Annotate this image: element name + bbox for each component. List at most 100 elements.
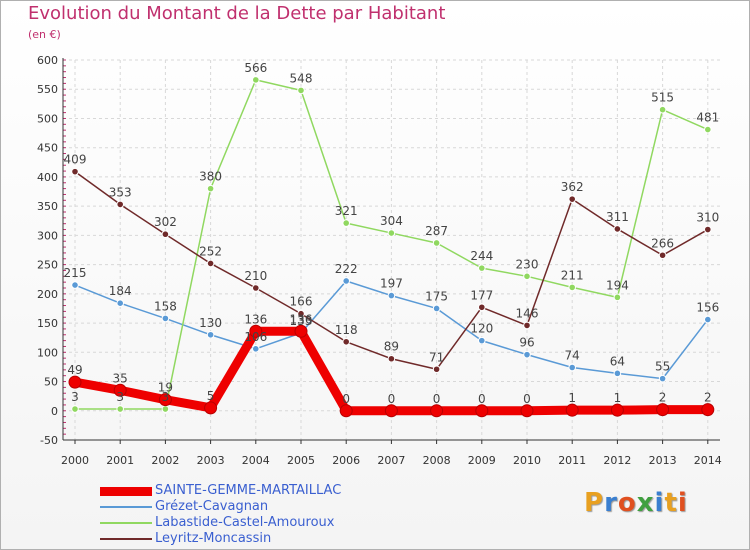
data-label: 222 [335, 262, 358, 276]
x-tick-label: 2000 [61, 454, 89, 467]
y-tick-label: 600 [37, 54, 58, 67]
series-2 [71, 76, 712, 413]
data-point [252, 345, 260, 353]
data-label: 130 [199, 316, 222, 330]
data-point [206, 330, 215, 339]
data-label: 321 [335, 204, 358, 218]
data-label: 89 [384, 340, 399, 354]
data-point [610, 403, 624, 417]
data-label: 156 [696, 301, 719, 315]
data-label: 184 [109, 284, 132, 298]
data-point [656, 403, 670, 417]
data-point [252, 284, 260, 292]
data-point [704, 225, 712, 234]
data-point [432, 239, 441, 247]
data-label: 118 [335, 323, 358, 337]
data-point [249, 324, 263, 338]
x-tick-label: 2014 [694, 454, 722, 467]
data-label: 481 [696, 111, 719, 125]
data-label: 310 [696, 211, 719, 225]
x-tick-label: 2002 [151, 454, 179, 467]
data-point [161, 314, 170, 323]
y-tick-label: 300 [37, 229, 58, 242]
data-label: 380 [199, 170, 222, 184]
logo-letter: P [584, 488, 605, 518]
x-tick-label: 2003 [197, 454, 225, 467]
y-tick-label: 250 [37, 259, 58, 272]
data-point [475, 404, 489, 418]
data-point [523, 350, 531, 359]
data-point [568, 195, 577, 203]
x-tick-label: 2001 [106, 454, 134, 467]
y-tick-label: 0 [51, 405, 58, 418]
x-tick-label: 2009 [468, 454, 496, 467]
data-label: 197 [380, 277, 403, 291]
data-label: 64 [610, 354, 625, 368]
series-layer [68, 76, 715, 418]
data-label: 302 [154, 215, 177, 229]
data-label: 0 [433, 392, 441, 406]
data-point [478, 303, 486, 312]
logo-letter: t [664, 488, 678, 518]
data-label: 362 [561, 180, 584, 194]
data-point [339, 404, 353, 418]
data-point [161, 405, 170, 413]
data-label: 0 [342, 392, 350, 406]
data-label: 71 [429, 350, 444, 364]
y-tick-label: -50 [40, 434, 58, 447]
data-label: 106 [244, 330, 267, 344]
data-point [430, 404, 444, 418]
data-point [478, 336, 486, 345]
x-tick-label: 2012 [603, 454, 631, 467]
data-point [297, 86, 305, 95]
data-label: 304 [380, 214, 403, 228]
data-point [387, 291, 396, 300]
data-label: 244 [470, 249, 493, 263]
logo-letter: i [654, 488, 665, 518]
data-point [568, 363, 577, 372]
data-label: 35 [113, 371, 128, 385]
y-tick-label: 500 [37, 112, 58, 125]
data-label: 175 [425, 289, 448, 303]
data-point [613, 369, 622, 378]
data-label: 146 [516, 306, 539, 320]
x-tick-label: 2010 [513, 454, 541, 467]
data-label: 2 [704, 391, 712, 405]
y-tick-label: 350 [37, 200, 58, 213]
data-point [568, 283, 577, 292]
data-point [658, 374, 667, 383]
data-point [432, 365, 441, 374]
data-point [701, 403, 715, 417]
data-point [342, 277, 351, 285]
data-label: 74 [565, 349, 580, 363]
data-label: 3 [116, 390, 124, 404]
logo-letter: r [604, 488, 618, 518]
data-point [523, 321, 531, 330]
data-point [565, 403, 579, 417]
legend-swatch [100, 522, 152, 524]
data-point [342, 337, 351, 346]
data-label: 210 [244, 269, 267, 283]
data-point [613, 225, 622, 233]
data-label: 548 [290, 71, 313, 85]
legend-label: Grézet-Cavagnan [155, 499, 269, 514]
legend-label: Labastide-Castel-Amouroux [155, 515, 335, 530]
data-point [387, 354, 396, 363]
data-point [116, 200, 124, 209]
data-label: 19 [158, 381, 173, 395]
data-label: 1 [614, 391, 622, 405]
data-label-layer: 49 35 19 5 136 136 0 0 0 0 0 1 1 2 2 215 184 158 130 106 133… [64, 61, 720, 406]
x-tick-label: 2013 [649, 454, 677, 467]
data-label: 0 [388, 392, 396, 406]
legend-swatch [100, 487, 152, 496]
data-point [384, 404, 398, 418]
axis-layer: -500501001502002503003504004505005506002… [37, 54, 722, 467]
data-label: 3 [162, 390, 170, 404]
data-point [297, 309, 305, 318]
data-point [71, 167, 79, 176]
chart-title: Evolution du Montant de la Dette par Hab… [28, 3, 446, 24]
x-tick-label: 2004 [242, 454, 270, 467]
data-label: 287 [425, 224, 448, 238]
data-label: 515 [651, 91, 674, 105]
